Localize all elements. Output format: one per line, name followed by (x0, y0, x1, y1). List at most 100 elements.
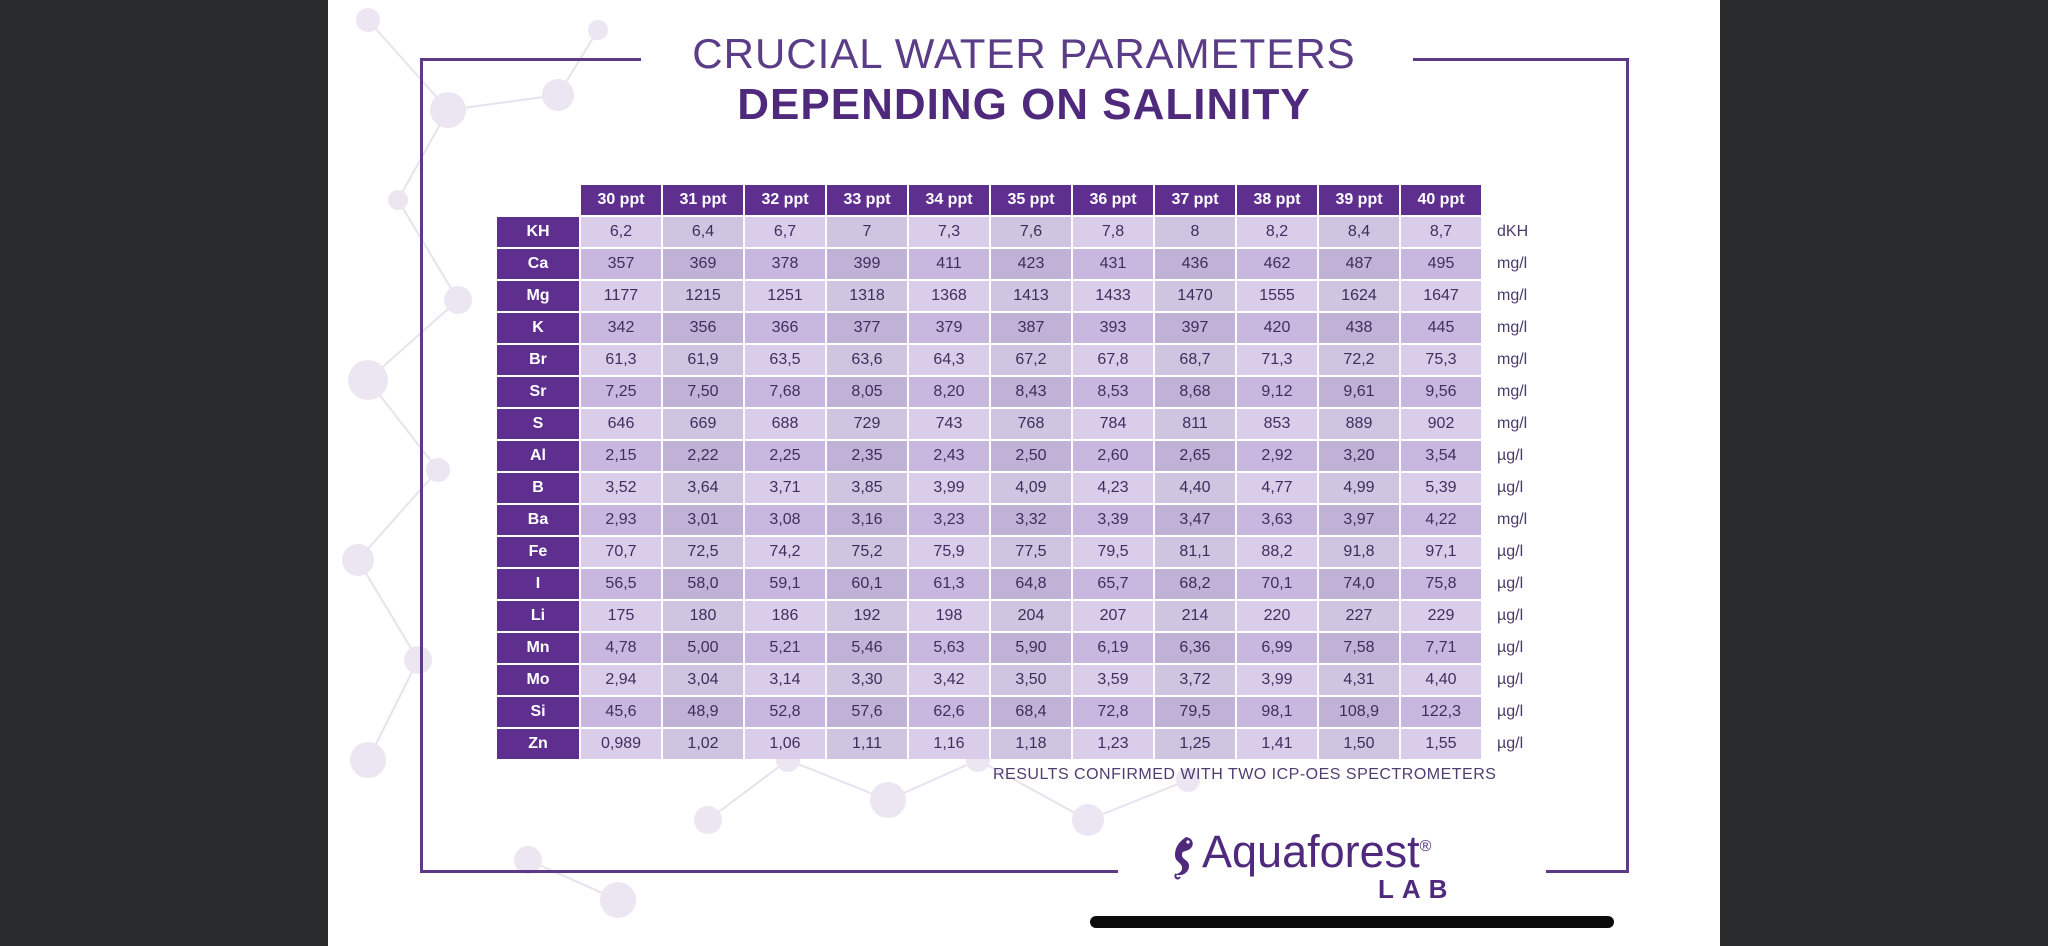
table-cell: 6,19 (1073, 633, 1153, 663)
table-cell: 2,43 (909, 441, 989, 471)
table-cell: 4,77 (1237, 473, 1317, 503)
table-cell: 1,06 (745, 729, 825, 759)
table-cell: 5,63 (909, 633, 989, 663)
table-cell: 186 (745, 601, 825, 631)
table-cell: 8 (1155, 217, 1235, 247)
table-cell: 91,8 (1319, 537, 1399, 567)
row-header: Si (497, 697, 579, 727)
table-cell: 7 (827, 217, 907, 247)
table-cell: 214 (1155, 601, 1235, 631)
table-cell: 397 (1155, 313, 1235, 343)
unit-label: µg/l (1497, 639, 1524, 656)
table-cell: 4,78 (581, 633, 661, 663)
table-cell: 180 (663, 601, 743, 631)
table-cell: 61,3 (581, 345, 661, 375)
table-cell: 4,99 (1319, 473, 1399, 503)
unit-label: mg/l (1497, 511, 1528, 528)
table-cell: 369 (663, 249, 743, 279)
table-cell: 9,12 (1237, 377, 1317, 407)
table-cell: 784 (1073, 409, 1153, 439)
frame-line (1413, 58, 1629, 61)
table-cell: 1,23 (1073, 729, 1153, 759)
table-cell: 98,1 (1237, 697, 1317, 727)
table-cell: 192 (827, 601, 907, 631)
table-row: I 56,5 58,0 59,1 60,1 61,3 64,8 65,7 68,2 70,1 74,… (497, 569, 1557, 599)
table-cell: 1647 (1401, 281, 1481, 311)
column-header: 34 ppt (909, 185, 989, 215)
row-header: I (497, 569, 579, 599)
row-header: K (497, 313, 579, 343)
table-cell: 67,8 (1073, 345, 1153, 375)
table-cell: 6,4 (663, 217, 743, 247)
table-cell: 3,64 (663, 473, 743, 503)
table-cell: 377 (827, 313, 907, 343)
row-header: Ba (497, 505, 579, 535)
table-cell: 81,1 (1155, 537, 1235, 567)
table-cell: 220 (1237, 601, 1317, 631)
table-cell: 399 (827, 249, 907, 279)
table-cell: 1,25 (1155, 729, 1235, 759)
table-cell: 853 (1237, 409, 1317, 439)
table-cell: 2,65 (1155, 441, 1235, 471)
table-cell: 57,6 (827, 697, 907, 727)
table-cell: 7,6 (991, 217, 1071, 247)
table-cell: 3,59 (1073, 665, 1153, 695)
table-cell: 61,3 (909, 569, 989, 599)
table-cell: 393 (1073, 313, 1153, 343)
table-cell: 72,8 (1073, 697, 1153, 727)
table-cell: 7,25 (581, 377, 661, 407)
table-cell: 2,92 (1237, 441, 1317, 471)
column-header: 30 ppt (581, 185, 661, 215)
table-cell: 3,16 (827, 505, 907, 535)
column-header: 40 ppt (1401, 185, 1481, 215)
column-header: 35 ppt (991, 185, 1071, 215)
table-cell: 207 (1073, 601, 1153, 631)
table-cell: 436 (1155, 249, 1235, 279)
table-cell: 45,6 (581, 697, 661, 727)
table-cell: 58,0 (663, 569, 743, 599)
table-cell: 8,43 (991, 377, 1071, 407)
row-header: Mn (497, 633, 579, 663)
table-cell: 70,7 (581, 537, 661, 567)
table-cell: 1251 (745, 281, 825, 311)
table-cell: 2,93 (581, 505, 661, 535)
table-cell: 2,50 (991, 441, 1071, 471)
unit-label: µg/l (1497, 607, 1524, 624)
table-cell: 3,08 (745, 505, 825, 535)
table-cell: 74,2 (745, 537, 825, 567)
row-header: Sr (497, 377, 579, 407)
table-cell: 1413 (991, 281, 1071, 311)
row-header: KH (497, 217, 579, 247)
table-cell: 3,01 (663, 505, 743, 535)
row-header: Zn (497, 729, 579, 759)
table-cell: 5,39 (1401, 473, 1481, 503)
table-cell: 75,2 (827, 537, 907, 567)
table-cell: 56,5 (581, 569, 661, 599)
table-cell: 3,71 (745, 473, 825, 503)
table-cell: 3,72 (1155, 665, 1235, 695)
table-row: Mg 1177 1215 1251 1318 1368 1413 1433 1470 1555 16… (497, 281, 1557, 311)
unit-label: µg/l (1497, 447, 1524, 464)
table-cell: 0,989 (581, 729, 661, 759)
table-cell: 3,20 (1319, 441, 1399, 471)
page-title: CRUCIAL WATER PARAMETERS (692, 30, 1356, 77)
table-cell: 445 (1401, 313, 1481, 343)
table-cell: 438 (1319, 313, 1399, 343)
table-cell: 75,9 (909, 537, 989, 567)
table-cell: 7,68 (745, 377, 825, 407)
table-cell: 1318 (827, 281, 907, 311)
table-row: B 3,52 3,64 3,71 3,85 3,99 4,09 4,23 4,40 4,77 4,9… (497, 473, 1557, 503)
table-cell: 646 (581, 409, 661, 439)
column-header: 33 ppt (827, 185, 907, 215)
table-cell: 79,5 (1155, 697, 1235, 727)
registered-mark: ® (1419, 838, 1432, 855)
table-cell: 75,3 (1401, 345, 1481, 375)
table-row: Zn 0,989 1,02 1,06 1,11 1,16 1,18 1,23 1,25 1,41 1… (497, 729, 1557, 759)
table-cell: 8,7 (1401, 217, 1481, 247)
table-cell: 462 (1237, 249, 1317, 279)
table-cell: 48,9 (663, 697, 743, 727)
table-row: Fe 70,7 72,5 74,2 75,2 75,9 77,5 79,5 81,1 88,2 91… (497, 537, 1557, 567)
table-cell: 3,63 (1237, 505, 1317, 535)
table-cell: 6,7 (745, 217, 825, 247)
table-cell: 811 (1155, 409, 1235, 439)
